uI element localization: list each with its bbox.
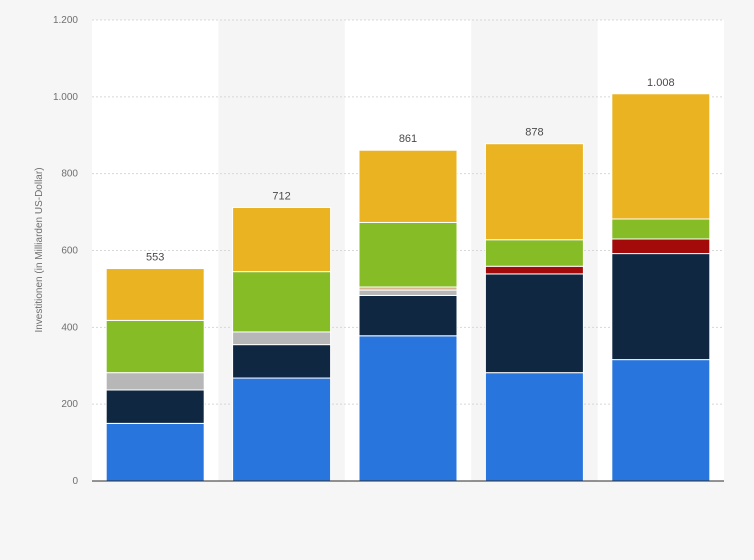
bar-segment bbox=[611, 238, 711, 255]
bar-segment bbox=[232, 206, 332, 273]
bar-segment bbox=[358, 221, 458, 288]
bar-segment bbox=[611, 93, 711, 220]
bar-segment bbox=[105, 372, 205, 391]
y-tick-label: 200 bbox=[61, 399, 78, 410]
bar-segment bbox=[484, 273, 584, 374]
bar-segment bbox=[611, 218, 711, 240]
total-label: 553 bbox=[146, 252, 164, 264]
bar-segment bbox=[232, 271, 332, 333]
y-tick-label: 1.000 bbox=[53, 92, 78, 103]
y-tick-label: 1.200 bbox=[53, 15, 78, 26]
total-label: 1.008 bbox=[647, 77, 675, 89]
bar-segment bbox=[358, 289, 458, 296]
y-tick-label: 400 bbox=[61, 322, 78, 333]
total-label: 878 bbox=[525, 127, 543, 139]
total-label: 712 bbox=[272, 190, 290, 202]
y-tick-label: 0 bbox=[72, 476, 78, 487]
total-labels: 553 712 861 878 1.008 bbox=[146, 77, 675, 264]
bar-segment bbox=[611, 359, 711, 482]
y-tick-label: 800 bbox=[61, 169, 78, 180]
bar-segment bbox=[105, 268, 205, 321]
bar-segment bbox=[358, 149, 458, 223]
bar-segment bbox=[105, 319, 205, 374]
bar-segment bbox=[484, 143, 584, 241]
y-axis-title: Investitionen (in Milliarden US-Dollar) bbox=[34, 167, 45, 332]
bar-stacks bbox=[105, 93, 711, 482]
bar-segment bbox=[611, 253, 711, 361]
y-tick-label: 600 bbox=[61, 246, 78, 257]
bar-segment bbox=[232, 344, 332, 379]
bar-segment bbox=[484, 265, 584, 275]
total-label: 861 bbox=[399, 133, 417, 145]
bar-segment bbox=[484, 372, 584, 482]
bar-segment bbox=[358, 294, 458, 337]
y-axis-ticks: 0 200 400 600 800 1.000 1.200 bbox=[53, 15, 78, 487]
bar-segment bbox=[232, 331, 332, 346]
bar-segment bbox=[484, 239, 584, 267]
bar-segment bbox=[358, 335, 458, 482]
bar-segment bbox=[105, 422, 205, 482]
bar-segment bbox=[232, 377, 332, 482]
bar-segment bbox=[105, 389, 205, 424]
